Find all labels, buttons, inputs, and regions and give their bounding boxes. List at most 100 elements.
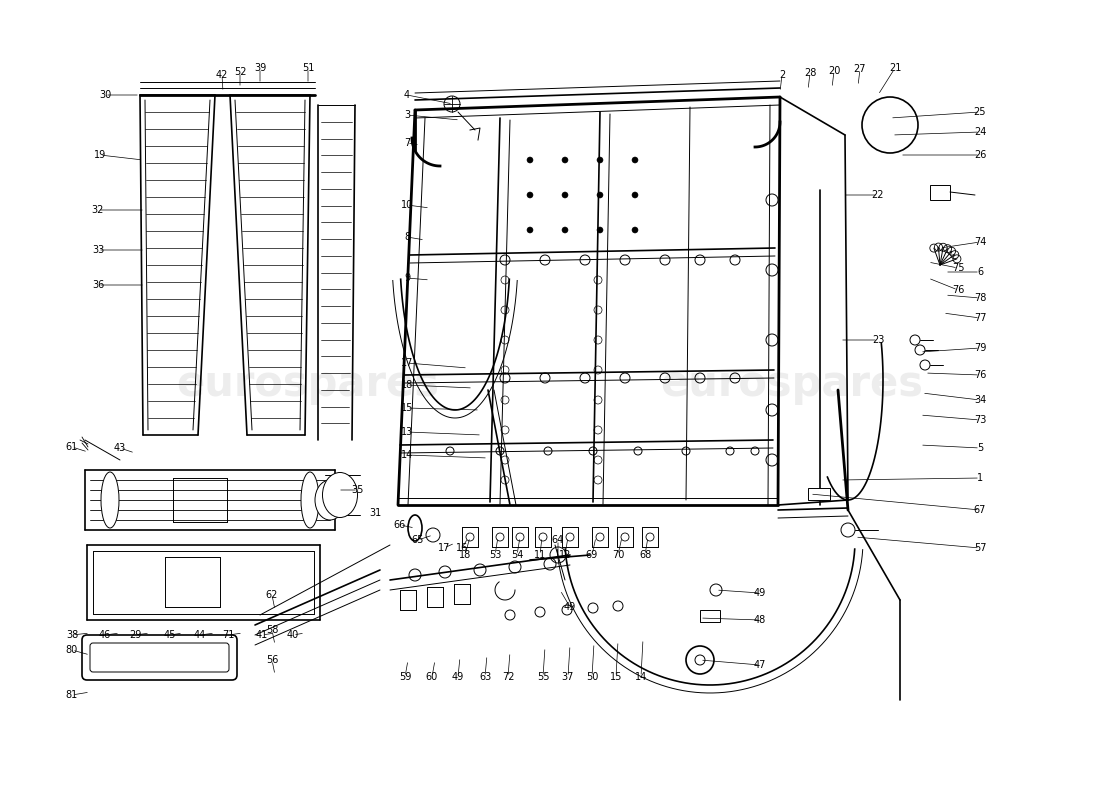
Circle shape <box>562 192 568 198</box>
Text: 52: 52 <box>233 67 246 77</box>
Text: 40: 40 <box>287 630 299 640</box>
Bar <box>808 488 830 500</box>
Text: 10: 10 <box>400 200 414 210</box>
Text: 77: 77 <box>974 313 987 323</box>
Circle shape <box>562 227 568 233</box>
Text: 44: 44 <box>194 630 206 640</box>
Text: 68: 68 <box>639 550 651 560</box>
Text: 34: 34 <box>974 395 986 405</box>
Text: eurospares: eurospares <box>660 363 924 405</box>
Text: 56: 56 <box>266 655 278 665</box>
Text: 24: 24 <box>974 127 987 137</box>
Text: 50: 50 <box>586 672 598 682</box>
Text: 72: 72 <box>502 672 515 682</box>
Text: 15: 15 <box>400 403 414 413</box>
Text: 45: 45 <box>164 630 176 640</box>
Text: 76: 76 <box>974 370 987 380</box>
Text: 76: 76 <box>952 285 965 295</box>
Text: 46: 46 <box>99 630 111 640</box>
Bar <box>700 610 720 622</box>
Text: 23: 23 <box>872 335 884 345</box>
Circle shape <box>527 157 534 163</box>
Text: 75: 75 <box>952 263 965 273</box>
Text: 21: 21 <box>889 63 901 73</box>
Text: 26: 26 <box>974 150 987 160</box>
Text: 41: 41 <box>256 630 268 640</box>
Text: 20: 20 <box>828 66 840 76</box>
Ellipse shape <box>408 515 422 541</box>
Text: 69: 69 <box>586 550 598 560</box>
Text: 14: 14 <box>400 450 414 460</box>
Text: 31: 31 <box>368 508 381 518</box>
Circle shape <box>527 192 534 198</box>
Text: 18: 18 <box>400 380 414 390</box>
Text: 4: 4 <box>404 90 410 100</box>
Text: 36: 36 <box>92 280 104 290</box>
Text: 48: 48 <box>754 615 766 625</box>
Text: 15: 15 <box>609 672 623 682</box>
FancyBboxPatch shape <box>82 635 237 680</box>
Text: 55: 55 <box>537 672 549 682</box>
Text: eurospares: eurospares <box>176 363 440 405</box>
Text: 47: 47 <box>754 660 767 670</box>
Circle shape <box>632 192 638 198</box>
Text: 60: 60 <box>426 672 438 682</box>
Text: 79: 79 <box>974 343 987 353</box>
Text: 51: 51 <box>301 63 315 73</box>
Text: 64: 64 <box>552 535 564 545</box>
Text: 61: 61 <box>66 442 78 452</box>
Text: 70: 70 <box>612 550 624 560</box>
Text: 71: 71 <box>222 630 234 640</box>
Text: 38: 38 <box>66 630 78 640</box>
Text: 33: 33 <box>92 245 104 255</box>
Text: 78: 78 <box>974 293 987 303</box>
Text: 8: 8 <box>404 232 410 242</box>
Text: 54: 54 <box>510 550 524 560</box>
Text: 25: 25 <box>974 107 987 117</box>
Text: 16: 16 <box>455 543 469 553</box>
Circle shape <box>562 157 568 163</box>
Text: 39: 39 <box>254 63 266 73</box>
Text: 81: 81 <box>66 690 78 700</box>
Circle shape <box>527 227 534 233</box>
Text: 11: 11 <box>534 550 546 560</box>
Text: 13: 13 <box>400 427 414 437</box>
Circle shape <box>632 227 638 233</box>
Text: 37: 37 <box>562 672 574 682</box>
Text: 73: 73 <box>974 415 987 425</box>
Text: 49: 49 <box>564 602 576 612</box>
Text: 80: 80 <box>66 645 78 655</box>
Text: 57: 57 <box>974 543 987 553</box>
Text: 74: 74 <box>974 237 987 247</box>
Text: 2: 2 <box>779 70 785 80</box>
Text: 32: 32 <box>91 205 104 215</box>
Text: 63: 63 <box>478 672 491 682</box>
Text: 12: 12 <box>559 550 571 560</box>
Ellipse shape <box>301 472 319 528</box>
Text: 14: 14 <box>635 672 647 682</box>
Circle shape <box>597 192 603 198</box>
Text: 49: 49 <box>754 588 766 598</box>
Text: 66: 66 <box>394 520 406 530</box>
Text: 53: 53 <box>488 550 502 560</box>
Text: 3: 3 <box>404 110 410 120</box>
Text: 30: 30 <box>99 90 111 100</box>
Circle shape <box>597 157 603 163</box>
Text: 1: 1 <box>977 473 983 483</box>
Text: 42: 42 <box>216 70 228 80</box>
Text: 67: 67 <box>974 505 987 515</box>
Text: 35: 35 <box>352 485 364 495</box>
Text: 6: 6 <box>977 267 983 277</box>
Text: 43: 43 <box>114 443 126 453</box>
Text: 17: 17 <box>438 543 450 553</box>
Text: 19: 19 <box>94 150 106 160</box>
Text: 58: 58 <box>266 625 278 635</box>
Text: 49: 49 <box>452 672 464 682</box>
Text: 59: 59 <box>399 672 411 682</box>
Text: 9: 9 <box>404 273 410 283</box>
Text: 7: 7 <box>404 138 410 148</box>
Text: 17: 17 <box>400 358 414 368</box>
Text: 22: 22 <box>871 190 884 200</box>
Text: 18: 18 <box>459 550 471 560</box>
Ellipse shape <box>315 480 345 520</box>
